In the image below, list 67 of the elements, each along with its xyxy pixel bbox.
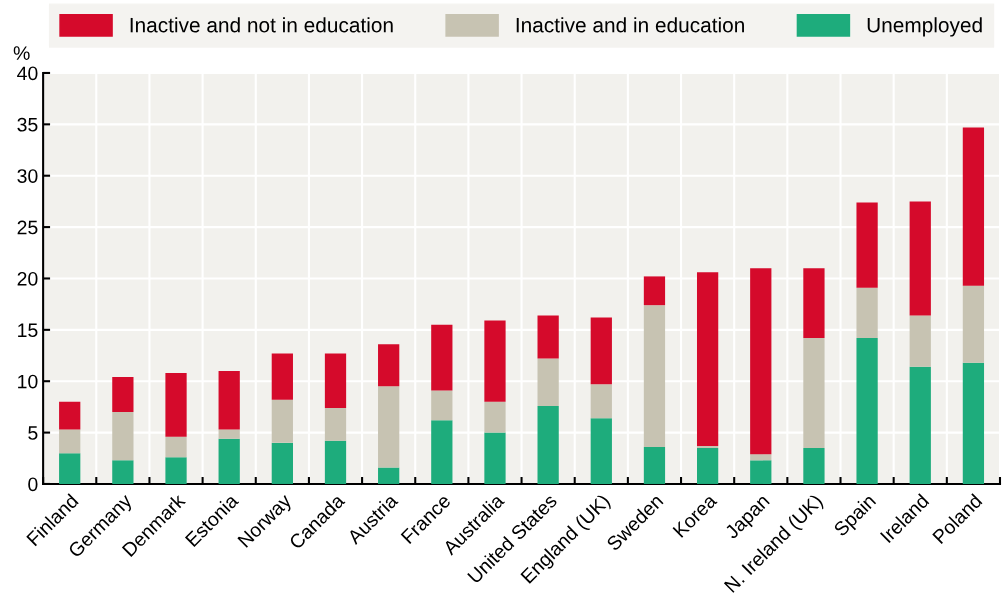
bar (962, 127, 985, 286)
legend-label: Unemployed (867, 17, 982, 37)
bar (856, 202, 878, 288)
bar (537, 358, 559, 406)
y-tick-label: 35 (17, 117, 38, 132)
y-tick-label: 15 (18, 323, 38, 338)
bar (165, 373, 187, 437)
bar (484, 320, 506, 402)
bar (165, 436, 187, 458)
bar (431, 420, 453, 484)
bar (112, 377, 134, 413)
y-tick-label: 20 (17, 271, 38, 286)
bar (484, 432, 506, 484)
bar (431, 324, 453, 391)
bar (590, 384, 612, 419)
bar (271, 353, 293, 400)
bar (962, 362, 985, 484)
bar (378, 344, 400, 387)
bar (803, 338, 825, 448)
bar (590, 317, 612, 385)
bar (59, 401, 81, 430)
bar (909, 366, 931, 484)
bar (856, 338, 878, 484)
y-axis-title: % (13, 46, 30, 60)
bar (112, 460, 134, 484)
bar (803, 448, 825, 484)
bar (378, 386, 400, 468)
y-tick-label: 40 (17, 66, 38, 81)
y-tick-label: 10 (18, 374, 38, 389)
y-tick-label: 25 (17, 220, 38, 235)
bar (218, 370, 240, 430)
bar (803, 268, 825, 339)
bar (324, 440, 347, 484)
bar (696, 272, 719, 446)
bar (696, 445, 719, 448)
bar (218, 429, 240, 439)
bar (59, 453, 81, 484)
bar (750, 460, 772, 484)
bar (909, 201, 931, 316)
y-tick-label: 5 (28, 426, 38, 440)
bar (271, 399, 293, 443)
bar (750, 268, 772, 455)
bar (378, 467, 400, 484)
bar (856, 287, 878, 339)
bar (909, 315, 931, 367)
bar (590, 418, 612, 484)
bar (962, 285, 985, 363)
bar (750, 454, 772, 461)
bar (165, 457, 187, 484)
legend-label: Inactive and in education (516, 17, 744, 33)
bar (643, 305, 666, 447)
bar (643, 446, 666, 484)
bar (537, 315, 559, 359)
bar (324, 353, 347, 408)
y-tick-label: 0 (28, 477, 38, 492)
legend-label: Inactive and not in education (130, 17, 393, 33)
bar (431, 390, 453, 421)
bar (484, 401, 506, 433)
bar (271, 442, 293, 484)
bar (218, 438, 240, 484)
bar (112, 412, 134, 461)
bar (324, 407, 347, 441)
bar (59, 429, 81, 454)
y-tick-label: 30 (17, 169, 38, 183)
bar (643, 276, 666, 306)
bar (696, 448, 719, 484)
bar (537, 405, 559, 484)
